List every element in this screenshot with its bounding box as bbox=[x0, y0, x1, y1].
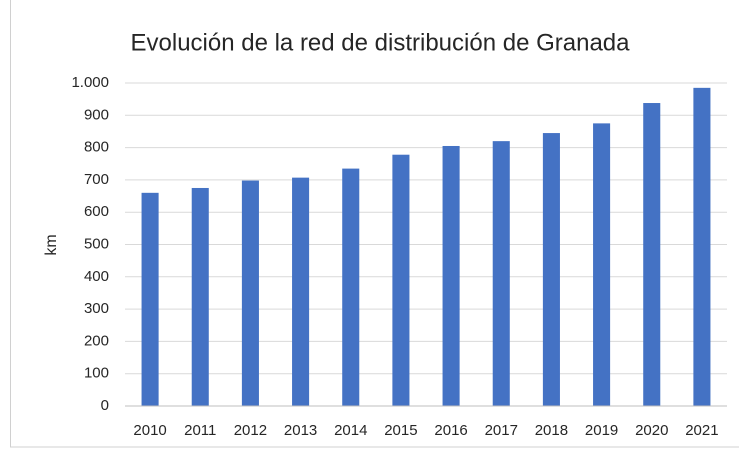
bar bbox=[342, 168, 360, 406]
bar bbox=[542, 133, 560, 406]
bar bbox=[643, 103, 661, 406]
x-tick-label: 2016 bbox=[434, 422, 467, 439]
y-axis-label: km bbox=[43, 234, 60, 255]
y-tick-label: 100 bbox=[84, 365, 109, 382]
bar bbox=[593, 123, 611, 406]
bar bbox=[442, 145, 460, 407]
x-tick-label: 2010 bbox=[133, 422, 166, 439]
x-tick-label: 2020 bbox=[635, 422, 668, 439]
bar bbox=[693, 87, 711, 406]
y-tick-label: 900 bbox=[84, 106, 109, 123]
x-tick-label: 2011 bbox=[184, 422, 216, 439]
y-tick-label: 400 bbox=[84, 268, 109, 285]
chart-frame bbox=[10, 0, 739, 448]
bar bbox=[292, 177, 310, 406]
x-tick-label: 2018 bbox=[535, 422, 568, 439]
y-tick-label: 800 bbox=[84, 139, 109, 156]
x-tick-label: 2019 bbox=[585, 422, 618, 439]
bar bbox=[141, 192, 159, 406]
y-tick-label: 600 bbox=[84, 203, 109, 220]
bar bbox=[492, 141, 510, 406]
x-tick-label: 2013 bbox=[284, 422, 317, 439]
x-tick-label: 2012 bbox=[234, 422, 267, 439]
y-tick-label: 700 bbox=[84, 171, 109, 188]
y-tick-label: 200 bbox=[84, 332, 109, 349]
bar bbox=[392, 154, 410, 406]
chart-title: Evolución de la red de distribución de G… bbox=[131, 29, 631, 56]
bar bbox=[241, 180, 259, 406]
x-tick-label: 2017 bbox=[485, 422, 518, 439]
y-tick-label: 1.000 bbox=[71, 74, 109, 91]
x-tick-label: 2014 bbox=[334, 422, 367, 439]
x-tick-label: 2015 bbox=[384, 422, 417, 439]
y-tick-label: 0 bbox=[101, 397, 109, 414]
y-tick-label: 500 bbox=[84, 235, 109, 252]
y-tick-label: 300 bbox=[84, 300, 109, 317]
bar bbox=[191, 187, 209, 406]
x-tick-label: 2021 bbox=[685, 422, 718, 439]
